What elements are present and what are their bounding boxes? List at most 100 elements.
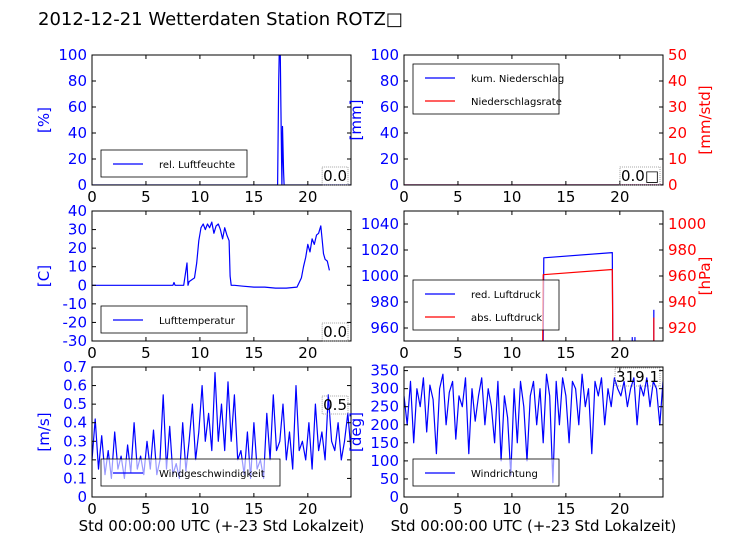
pressure-y2label: [hPa]	[696, 257, 714, 296]
pressure-xtick-label: 5	[453, 344, 463, 362]
temperature-ylabel: [C]	[35, 265, 53, 287]
pressure-legend-label: abs. Luftdruck	[471, 313, 542, 324]
temperature-current-value-box	[321, 322, 349, 342]
wind-direction-plot-frame	[403, 366, 664, 498]
wind-speed-xtick-label: 5	[141, 500, 151, 518]
humidity-panel: 0 5 10 15 20 0 20 40 60 80 100 [%] 0.0 rel. Luftfeuch…	[35, 46, 352, 206]
precip-ytick-label: 80	[380, 72, 399, 90]
wind-speed-xtick-label: 10	[190, 500, 209, 518]
pressure-ytick-label: 1000	[361, 267, 399, 285]
precip-y2tick-label: 20	[668, 124, 687, 142]
pressure-xtick-label: 15	[556, 344, 575, 362]
wind-direction-ytick-label: 250	[370, 398, 399, 416]
wind-direction-xtick-label: 20	[610, 500, 629, 518]
humidity-ytick-label: 100	[58, 46, 87, 64]
humidity-current-value-box	[321, 166, 349, 186]
wind-direction-ytick-label: 350	[370, 362, 399, 380]
precip-y2tick-label: 30	[668, 98, 687, 116]
precip-xtick-label: 10	[502, 188, 521, 206]
humidity-xtick-label: 15	[244, 188, 263, 206]
wind-speed-current-value: 0.5	[323, 396, 347, 414]
wind-direction-ytick-label: 50	[380, 470, 399, 488]
wind-speed-ytick-label: 0	[77, 488, 87, 506]
pressure-panel: 0 5 10 15 20 960 980 1000 1020 1040 920 940 960 980 10…	[361, 210, 714, 362]
pressure-y2tick-label: 940	[668, 293, 697, 311]
precip-y2label: [mm/std]	[696, 85, 714, 154]
humidity-ytick-label: 60	[68, 98, 87, 116]
humidity-xtick-label: 0	[87, 188, 97, 206]
temperature-xtick-label: 10	[190, 344, 209, 362]
pressure-ytick-label: 1040	[361, 215, 399, 233]
precip-ylabel: [mm]	[347, 100, 365, 141]
temperature-ytick-label: -10	[63, 295, 88, 313]
wind-direction-ylabel: [deg]	[347, 412, 365, 452]
temperature-xtick-label: 15	[244, 344, 263, 362]
precip-y2tick-label: 0	[668, 176, 678, 194]
pressure-ytick-label: 1020	[361, 241, 399, 259]
precip-y2tick-label: 40	[668, 72, 687, 90]
humidity-ytick-label: 80	[68, 72, 87, 90]
precip-ytick-label: 40	[380, 124, 399, 142]
precip-ytick-label: 0	[389, 176, 399, 194]
pressure-ytick-label: 960	[370, 319, 399, 337]
wind-direction-xtick-label: 10	[502, 500, 521, 518]
wind-direction-xtick-label: 5	[453, 500, 463, 518]
pressure-xtick-label: 20	[610, 344, 629, 362]
wind-speed-current-value-box	[321, 395, 349, 415]
precip-legend-label: kum. Niederschlag	[471, 74, 564, 85]
wind-speed-legend-label: Windgeschwindigkeit	[159, 469, 265, 480]
temperature-xtick-label: 20	[298, 344, 317, 362]
precip-ytick-label: 20	[380, 150, 399, 168]
temperature-ytick-label: 10	[68, 258, 87, 276]
wind-speed-ytick-label: 0.6	[63, 377, 87, 395]
precip-legend: kum. Niederschlag Niederschlagsrate	[412, 63, 564, 115]
wind-speed-legend: Windgeschwindigkeit	[100, 458, 281, 487]
temperature-plot-frame	[91, 210, 352, 342]
precip-xtick-label: 5	[453, 188, 463, 206]
wind-speed-ytick-label: 0.7	[63, 358, 87, 376]
temperature-xtick-label: 0	[87, 344, 97, 362]
wind-direction-ytick-label: 100	[370, 452, 399, 470]
temperature-ytick-label: 40	[68, 202, 87, 220]
precip-xtick-label: 20	[610, 188, 629, 206]
precip-y2tick-label: 10	[668, 150, 687, 168]
wind-direction-ytick-label: 200	[370, 416, 399, 434]
pressure-y2tick-label: 920	[668, 319, 697, 337]
humidity-xtick-label: 10	[190, 188, 209, 206]
wind-direction-xtick-label: 15	[556, 500, 575, 518]
humidity-series-1-line	[92, 55, 351, 185]
pressure-xtick-label: 10	[502, 344, 521, 362]
temperature-legend: Lufttemperatur	[100, 305, 248, 334]
wind-speed-xlabel: Std 00:00:00 UTC (+-23 Std Lokalzeit)	[79, 517, 365, 535]
humidity-ytick-label: 20	[68, 150, 87, 168]
wind-direction-current-value-box	[614, 367, 661, 387]
temperature-ytick-label: 30	[68, 221, 87, 239]
pressure-legend-label: red. Luftdruck	[471, 290, 541, 301]
temperature-ytick-label: 20	[68, 239, 87, 257]
wind-speed-plot-frame	[91, 366, 352, 498]
temperature-series-1-line	[92, 221, 330, 289]
wind-speed-ytick-label: 0.1	[63, 469, 87, 487]
precip-plot-frame	[403, 54, 664, 186]
wind-speed-xtick-label: 20	[298, 500, 317, 518]
wind-direction-current-value: 319.1	[616, 368, 659, 386]
precip-current-value: 0.0□	[621, 167, 659, 185]
precip-xtick-label: 0	[399, 188, 409, 206]
precip-panel: 0 5 10 15 20 0 20 40 60 80 100 0 10 20 30 40 50 [mm] [mm/s…	[347, 46, 714, 206]
wind-speed-ytick-label: 0.2	[63, 451, 87, 469]
wind-direction-series-1-line	[404, 373, 663, 484]
humidity-ytick-label: 40	[68, 124, 87, 142]
humidity-xtick-label: 20	[298, 188, 317, 206]
wind-direction-legend: Windrichtung	[412, 458, 560, 487]
wind-speed-ylabel: [m/s]	[35, 412, 53, 451]
pressure-legend: red. Luftdruck abs. Luftdruck	[412, 279, 560, 331]
humidity-ylabel: [%]	[35, 107, 53, 133]
wind-direction-xlabel: Std 00:00:00 UTC (+-23 Std Lokalzeit)	[391, 517, 677, 535]
temperature-panel: 0 5 10 15 20-30-20-10010203040[C]0.0Lufttemp…	[35, 202, 352, 362]
wind-speed-ytick-label: 0.4	[63, 414, 87, 432]
humidity-legend-label: rel. Luftfeuchte	[159, 160, 235, 171]
pressure-xtick-label: 0	[399, 344, 409, 362]
temperature-ytick-label: 0	[77, 276, 87, 294]
